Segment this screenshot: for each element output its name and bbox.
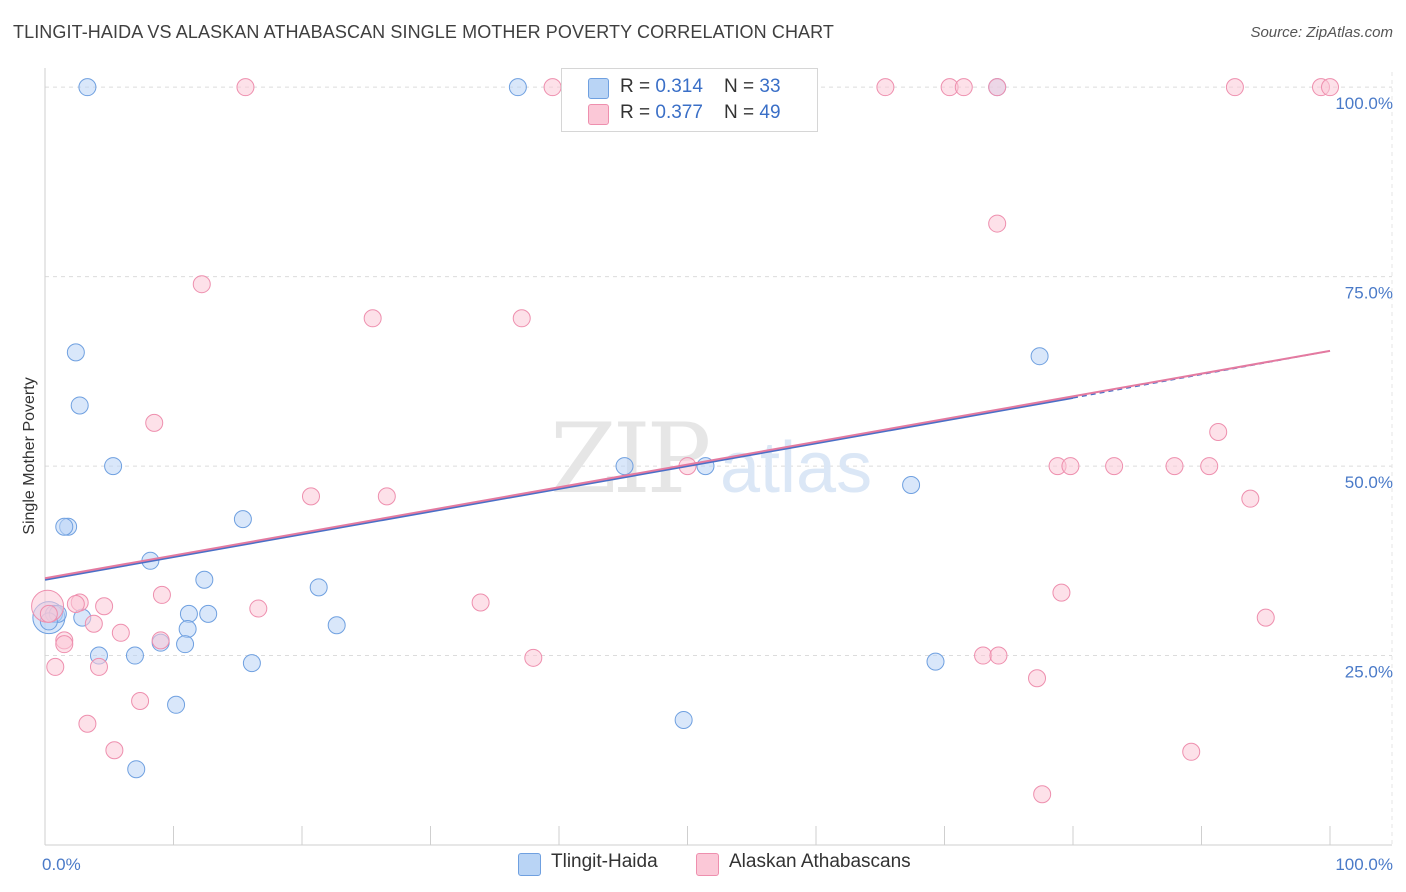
legend-swatch-tlingit [588,78,609,99]
point-1-19 [1105,457,1124,476]
point-1-42 [1256,608,1275,627]
legend-r-label: R = [620,102,656,123]
point-1-47 [1182,742,1201,761]
bottom-legend-label-tlingit: Tlingit-Haida [551,851,658,872]
point-1-9 [988,214,1007,233]
point-1-41 [1052,583,1071,602]
y-tick-label-3: 100.0% [1335,94,1393,113]
legend-r-value-tlingit: 0.314 [655,76,703,97]
point-0-11 [309,578,328,597]
point-0-13 [199,604,218,623]
point-1-14 [301,487,320,506]
point-0-3 [66,343,85,362]
point-1-0 [236,78,255,97]
point-0-12 [179,604,198,623]
legend-r-label: R = [620,76,656,97]
point-0-32 [1030,347,1049,366]
legend-n-value-athabascan: 49 [759,102,781,123]
point-1-20 [1165,457,1184,476]
watermark-atlas: atlas [720,428,872,508]
point-0-1 [508,78,527,97]
point-1-29 [249,599,268,618]
point-1-38 [524,648,543,667]
point-0-19 [327,616,346,635]
bottom-legend-swatch-athabascan [696,853,719,876]
legend-r-value-athabascan: 0.377 [655,102,703,123]
data-points [31,78,1339,804]
stats-legend: R = 0.314 N = 33 R = 0.377 N = 49 [561,68,818,132]
point-0-21 [176,635,195,654]
point-1-40 [989,646,1008,665]
point-1-46 [1028,669,1047,688]
point-0-23 [125,646,144,665]
point-0-10 [195,570,214,589]
point-1-31 [84,614,103,633]
axes [44,68,1392,846]
point-1-26 [95,597,114,616]
point-1-36 [89,657,108,676]
point-1-24 [471,593,490,612]
point-1-12 [512,309,531,328]
point-1-8 [1321,78,1339,97]
point-1-44 [78,714,97,733]
y-axis-title: Single Mother Poverty [21,377,38,534]
x-tick-label-max: 100.0% [1335,855,1393,874]
point-1-32 [111,623,130,642]
y-tick-label-2: 75.0% [1345,284,1393,303]
legend-n-value-tlingit: 33 [759,76,781,97]
point-0-26 [127,760,146,779]
point-1-18 [1061,457,1080,476]
point-1-4 [954,78,973,97]
legend-n-label: N = [724,102,760,123]
point-1-10 [192,275,211,294]
point-1-28 [66,595,85,614]
chart-title: TLINGIT-HAIDA VS ALASKAN ATHABASCAN SING… [13,22,835,42]
point-1-37 [46,657,65,676]
bottom-legend-swatch-tlingit [518,853,541,876]
point-1-2 [876,78,895,97]
point-1-45 [105,741,124,760]
point-1-30 [39,604,58,623]
point-1-48 [1033,785,1052,804]
point-1-35 [55,635,74,654]
point-1-22 [1209,422,1228,441]
trend-line-1 [44,349,1331,580]
point-0-29 [674,710,693,729]
point-1-25 [152,585,171,604]
point-0-25 [167,695,186,714]
x-tick-label-min: 0.0% [42,855,81,874]
trend-lines [44,349,1331,581]
trend-line-0 [44,396,1074,581]
source-label: Source: ZipAtlas.com [1250,24,1393,41]
point-1-33 [151,631,170,650]
point-0-30 [902,476,921,495]
point-0-0 [78,78,97,97]
point-1-23 [1241,489,1260,508]
point-1-11 [363,309,382,328]
point-1-5 [988,78,1007,97]
point-1-6 [1225,78,1244,97]
point-1-43 [131,692,150,711]
point-0-31 [926,652,945,671]
point-0-18 [178,620,197,639]
point-1-39 [974,646,993,665]
point-0-5 [104,457,123,476]
point-0-7 [55,517,74,536]
tick-labels: 25.0% 50.0% 75.0% 100.0% 0.0% 100.0% [42,94,1393,874]
legend-swatch-athabascan [588,104,609,125]
point-0-27 [615,457,634,476]
point-0-24 [242,654,261,673]
bottom-legend-label-athabascan: Alaskan Athabascans [729,851,911,872]
point-1-21 [1200,457,1219,476]
point-0-8 [233,510,252,529]
point-1-13 [145,413,164,432]
y-tick-label-1: 50.0% [1345,473,1393,492]
legend-n-label: N = [724,76,760,97]
point-1-1 [543,78,562,97]
point-1-15 [377,487,396,506]
point-0-4 [70,396,89,415]
watermark: ZIP atlas [550,403,872,515]
y-tick-label-0: 25.0% [1345,663,1393,682]
